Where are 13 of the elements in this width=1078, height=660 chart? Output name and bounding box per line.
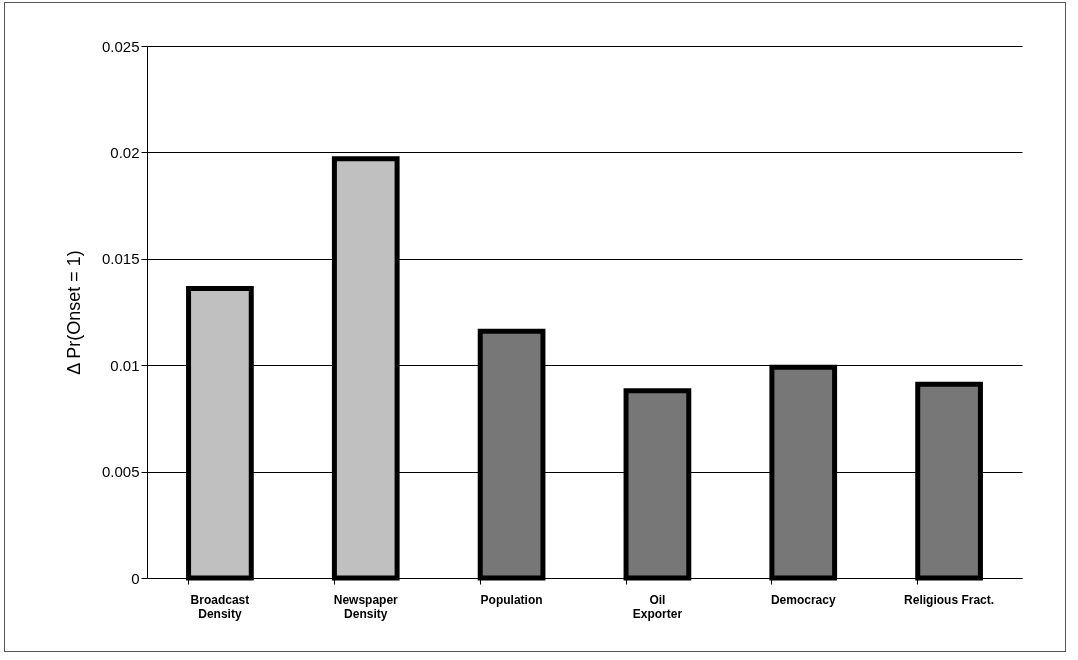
- x-tick-label: Democracy: [770, 592, 836, 607]
- y-axis-title: Δ Pr(Onset = 1): [63, 250, 84, 375]
- x-tick-label: Religious Fract.: [904, 592, 995, 607]
- x-tick-label: Broadcast Density: [190, 592, 250, 621]
- y-tick-label: 0.015: [101, 250, 140, 268]
- y-tick-label: 0.01: [110, 356, 140, 374]
- x-tick-label: Oil Exporter: [632, 592, 683, 621]
- y-tick-label: 0: [131, 569, 140, 587]
- x-tick-label: Population: [480, 592, 543, 607]
- y-tick-label: 0.025: [101, 37, 140, 55]
- y-tick-label: 0.02: [110, 143, 140, 161]
- x-tick-label: Newspaper Density: [333, 592, 399, 621]
- y-tick-label: 0.005: [101, 463, 140, 481]
